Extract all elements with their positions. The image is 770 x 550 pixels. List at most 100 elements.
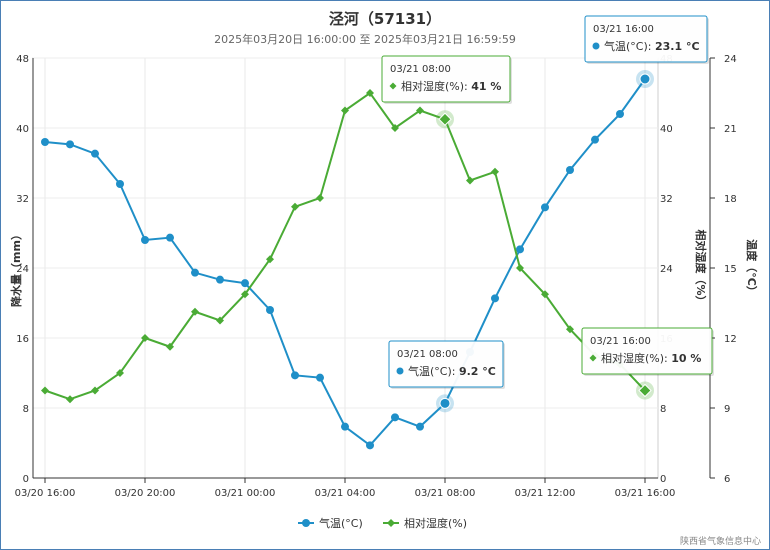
tooltip-value: 41 %	[471, 80, 501, 93]
temperature-point	[416, 422, 424, 431]
tooltip-line: 相对湿度(%): 41 %	[401, 79, 501, 93]
tooltip-time: 03/21 16:00	[593, 24, 654, 35]
temperature-tick-label: 15	[724, 264, 737, 275]
temperature-point	[291, 371, 299, 380]
humidity-point	[391, 124, 399, 132]
humidity-point	[116, 369, 124, 377]
temperature-tick-label: 12	[724, 334, 737, 345]
grid	[32, 57, 711, 479]
legend-label-humidity: 相对湿度(%)	[404, 516, 467, 530]
temperature-tick-label: 6	[724, 474, 730, 485]
temperature-point	[191, 268, 199, 277]
temperature-point	[91, 149, 99, 158]
humidity-point	[166, 342, 174, 351]
humidity-point	[291, 202, 299, 211]
humidity-tick-label: 24	[660, 264, 673, 275]
x-tick-label: 03/21 08:00	[415, 488, 476, 499]
temperature-tick-label: 18	[724, 194, 737, 205]
temperature-tick-label: 24	[724, 54, 737, 65]
temperature-tick-label: 9	[724, 404, 730, 415]
temperature-point	[491, 294, 499, 303]
tooltip-line: 气温(°C): 9.2 °C	[408, 364, 496, 378]
tooltip-time: 03/21 16:00	[590, 336, 651, 347]
highlight-point	[439, 397, 451, 409]
x-tick-label: 03/20 16:00	[15, 488, 76, 499]
legend-item-temperature[interactable]: 气温(°C)	[298, 516, 363, 530]
left-axis-label: 降水量（mm）	[9, 229, 23, 307]
x-tick-label: 03/21 12:00	[515, 488, 576, 499]
tooltip-marker	[396, 367, 404, 375]
tooltip-box	[388, 340, 504, 388]
humidity-tick-label: 8	[660, 404, 666, 415]
credit: 陕西省气象信息中心	[680, 535, 761, 547]
humidity-point	[566, 325, 574, 334]
humidity-point	[466, 176, 474, 185]
legend-label-temperature: 气温(°C)	[319, 516, 363, 530]
tooltip-line: 气温(°C): 23.1 °C	[604, 39, 700, 53]
highlight-point	[438, 112, 452, 126]
humidity-point	[41, 386, 49, 395]
highlight-point	[638, 383, 652, 398]
temperature-point	[266, 306, 274, 314]
tooltip-value: 9.2 °C	[459, 365, 496, 378]
temperature-point	[341, 422, 349, 431]
humidity-tick-label: 0	[660, 474, 666, 485]
x-tick-label: 03/21 00:00	[215, 488, 276, 499]
tooltip-time: 03/21 08:00	[397, 349, 458, 360]
tooltip-time: 03/21 08:00	[390, 64, 451, 75]
humidity-point	[541, 290, 549, 299]
temperature-point	[566, 166, 574, 174]
humidity-point	[141, 334, 149, 342]
temperature-point	[141, 236, 149, 244]
humidity-point	[266, 255, 274, 264]
humidity-tick-label: 32	[660, 194, 673, 205]
humidity-point	[216, 316, 224, 325]
left-tick-label: 48	[16, 54, 29, 65]
humidity-point	[191, 307, 199, 316]
temperature-point	[241, 279, 249, 288]
tooltip-marker	[589, 354, 597, 362]
humidity-point	[341, 106, 349, 115]
series-layer	[41, 70, 654, 450]
tooltips-layer: 03/21 16:00 气温(°C): 23.1 °C 03/21 08:00 相对湿…	[381, 15, 714, 389]
temperature-point	[166, 233, 174, 242]
left-tick-label: 32	[16, 194, 29, 205]
legend-item-humidity[interactable]: 相对湿度(%)	[383, 516, 467, 530]
tooltip-value: 10 %	[671, 352, 701, 365]
humidity-point	[66, 395, 74, 404]
chart-subtitle: 2025年03月20日 16:00:00 至 2025年03月21日 16:59…	[214, 32, 516, 46]
temperature-point	[616, 110, 624, 118]
left-tick-label: 8	[23, 404, 29, 415]
humidity-point	[416, 106, 424, 115]
temperature-tick-label: 21	[724, 124, 737, 135]
humidity-axis-label: 相对湿度（%）	[694, 229, 708, 306]
tooltip-box	[381, 55, 511, 103]
temperature-axis-label: 温度（°C）	[745, 239, 759, 297]
axis-ticks: 03/20 16:00 03/20 20:00 03/21 00:00 03/21 0…	[15, 54, 737, 499]
tooltip-label: 气温(°C):	[408, 364, 459, 378]
temperature-point	[116, 180, 124, 188]
humidity-point	[91, 386, 99, 395]
temperature-point	[541, 203, 549, 212]
humidity-tick-label: 40	[660, 124, 673, 135]
temperature-point	[391, 413, 399, 422]
left-tick-label: 16	[16, 334, 29, 345]
x-tick-label: 03/21 16:00	[615, 488, 676, 499]
temperature-point	[316, 373, 324, 382]
x-tick-label: 03/21 04:00	[315, 488, 376, 499]
tooltip-0: 03/21 16:00 气温(°C): 23.1 °C	[584, 15, 709, 64]
temperature-point	[366, 441, 374, 450]
temperature-point	[41, 138, 49, 146]
tooltip-marker	[389, 82, 397, 90]
left-tick-label: 24	[16, 264, 29, 275]
highlight-point	[639, 73, 651, 85]
humidity-point	[316, 194, 324, 202]
tooltip-1: 03/21 08:00 相对湿度(%): 41 %	[381, 55, 512, 104]
tooltip-box	[584, 15, 708, 63]
chart-title: 泾河（57131）	[329, 10, 441, 28]
temperature-point	[591, 135, 599, 144]
left-tick-label: 0	[23, 474, 29, 485]
temperature-point	[516, 245, 524, 254]
tooltip-value: 23.1 °C	[655, 40, 700, 53]
